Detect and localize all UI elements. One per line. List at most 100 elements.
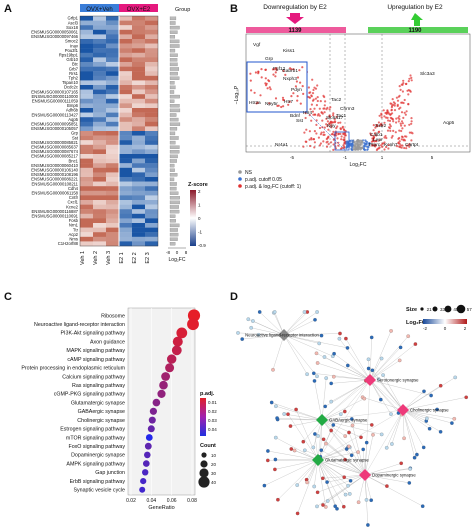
volcano-point [372, 129, 375, 132]
heatmap-cell [119, 232, 132, 237]
heatmap-cell [106, 209, 119, 214]
heatmap-cell [80, 131, 93, 136]
gene-node [381, 373, 385, 377]
gene-annotation: Slc6a17 [326, 115, 344, 121]
gene-label: ENSMUSG00000110000 [32, 94, 79, 99]
network-edge [264, 459, 319, 486]
heatmap-cell [145, 190, 158, 196]
volcano-point [401, 122, 404, 125]
heatmap-cell [119, 103, 132, 109]
gene-label: Grp [71, 131, 79, 136]
gene-label: Sox18 [66, 25, 79, 30]
heatmap-cell [132, 163, 145, 168]
heatmap-cell [145, 186, 158, 191]
heatmap-cell [119, 34, 132, 40]
gene-annotation: Sst [296, 118, 304, 124]
volcano-point [343, 138, 346, 141]
volcano-point [376, 147, 379, 150]
gene-node [288, 424, 293, 428]
logfc-bar [169, 209, 180, 214]
volcano-point [395, 117, 398, 120]
network-edge [303, 419, 323, 442]
network-edge [317, 448, 347, 461]
heatmap-cell [145, 227, 158, 233]
volcano-point [315, 123, 318, 126]
heatmap-cell [80, 108, 93, 113]
network-edge [283, 311, 305, 336]
size-legend-circle [420, 307, 424, 311]
heatmap-cell [119, 213, 132, 219]
padj-tick: 0.02 [208, 409, 217, 414]
heatmap-cell [80, 167, 93, 173]
heatmap-cell [93, 149, 106, 155]
heatmap-cell [106, 66, 119, 72]
heatmap-cell [80, 75, 93, 81]
logfc-bar [169, 186, 177, 191]
heatmap-cell [132, 121, 145, 127]
gene-label: Sst [72, 135, 79, 140]
volcano-point [389, 125, 392, 128]
network-edge [283, 334, 318, 377]
heatmap-cell [119, 167, 132, 173]
network-edge [321, 379, 371, 421]
heatmap-cell [93, 98, 106, 104]
volcano-point [313, 86, 316, 89]
heatmap-cell [145, 177, 158, 182]
volcano-point [393, 109, 397, 112]
volcano-xtick: -5 [290, 155, 294, 160]
heatmap-cell [145, 140, 158, 145]
volcano-point [337, 141, 340, 144]
dotplot-category: ErbB signaling pathway [70, 479, 126, 485]
gene-annotation: Kcnh7 [384, 142, 398, 148]
volcano-point [358, 143, 361, 146]
heatmap-cell [106, 177, 119, 182]
network-edge [317, 459, 338, 509]
heatmap-cell [132, 209, 145, 214]
gene-label: ENSMUSG00000086221 [31, 177, 78, 182]
logfc-bar [169, 127, 178, 131]
volcano-point [310, 138, 313, 141]
network-edge [324, 356, 371, 381]
volcano-point [355, 146, 358, 149]
gene-node [329, 399, 334, 404]
heatmap-cell [145, 25, 158, 30]
volcano-point [326, 106, 329, 109]
network-edge [313, 419, 323, 448]
volcano-point [391, 98, 394, 101]
volcano-point [397, 116, 400, 119]
gene-node [262, 483, 267, 488]
logfc-bar [169, 21, 176, 25]
network-edge [402, 409, 415, 458]
heatmap-cell [145, 16, 158, 21]
size-legend-tick: 57 [467, 307, 473, 312]
heatmap-cell [106, 213, 119, 219]
gene-node [389, 329, 393, 333]
gene-node [324, 376, 329, 380]
volcano-xtick: 5 [431, 155, 434, 160]
dotplot-point [157, 389, 166, 398]
heatmap-cell [106, 62, 119, 67]
logfc-bar [169, 122, 181, 126]
gene-label: ENSMUSG00000095851 [31, 121, 78, 126]
gene-label: ENSMUSG00000050061 [31, 29, 78, 34]
heatmap-cell [80, 112, 93, 118]
volcano-point [322, 140, 325, 143]
volcano-point [381, 145, 384, 148]
gene-label: Aqp5 [68, 117, 78, 122]
heatmap-cell [119, 223, 132, 228]
gene-annotation: Aqp5 [443, 120, 455, 126]
heatmap-cell [106, 181, 119, 187]
volcano-point [313, 107, 316, 110]
heatmap-cell [119, 177, 132, 182]
color-legend-title: Log₂FC [406, 320, 426, 326]
network-edge [321, 409, 404, 421]
network-edge [321, 419, 372, 426]
heatmap-cell [93, 62, 106, 67]
heatmap-cell [132, 190, 145, 196]
volcano-point [392, 120, 395, 123]
volcano-point [317, 113, 320, 116]
volcano-point [405, 135, 408, 138]
heatmap-cell [132, 200, 145, 205]
heatmap-cell [106, 121, 119, 127]
gene-node [435, 407, 439, 412]
